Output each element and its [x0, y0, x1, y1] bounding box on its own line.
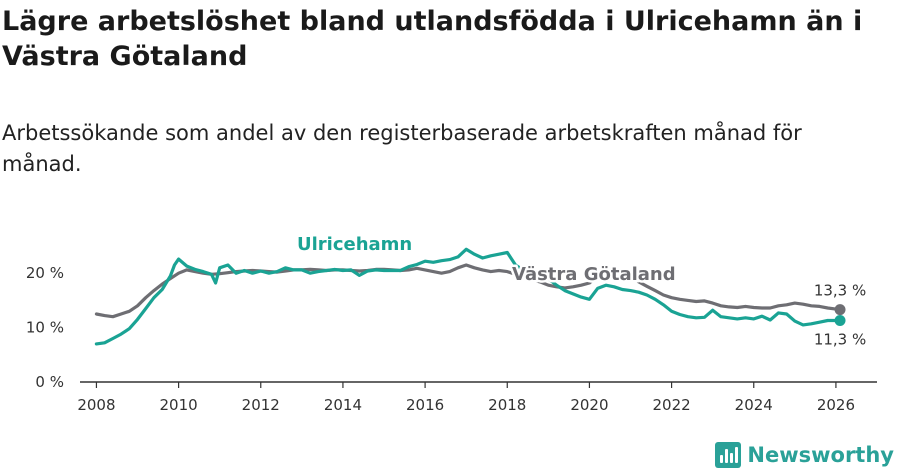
x-tick-label: 2010 — [160, 396, 198, 414]
x-tick-label: 2012 — [242, 396, 280, 414]
end-label-ulricehamn: 11,3 % — [814, 331, 866, 349]
y-tick-label: 10 % — [26, 319, 64, 337]
x-tick-label: 2026 — [817, 396, 855, 414]
series-label-ulricehamn: Ulricehamn — [297, 234, 412, 255]
end-point-ulricehamn — [834, 315, 846, 327]
x-tick-label: 2018 — [488, 396, 526, 414]
x-tick-label: 2014 — [324, 396, 362, 414]
line-chart: 0 % 10 % 20 % 2008 2010 2012 2014 2016 2018 2020… — [26, 232, 877, 414]
y-tick-label: 20 % — [26, 264, 64, 282]
y-tick-label: 0 % — [35, 373, 64, 391]
x-tick-label: 2020 — [570, 396, 608, 414]
series-line-ulricehamn — [94, 247, 842, 346]
x-tick-label: 2016 — [406, 396, 444, 414]
x-tick-label: 2008 — [77, 396, 115, 414]
end-point-vastra-gotaland — [834, 304, 846, 316]
series-line-vastra-gotaland — [94, 263, 842, 319]
label-layer: 13,3 % 11,3 % Ulricehamn Västra Götaland — [295, 232, 867, 349]
chart-subtitle: Arbetssökande som andel av den registerb… — [2, 121, 802, 176]
chart-title: Lägre arbetslöshet bland utlandsfödda i … — [2, 6, 863, 72]
brand-name: Newsworthy — [747, 443, 894, 467]
y-axis: 0 % 10 % 20 % — [26, 264, 64, 391]
x-axis: 2008 2010 2012 2014 2016 2018 2020 2022 2024 2026 — [77, 381, 877, 414]
series-layer — [94, 247, 846, 346]
series-label-vastra-gotaland: Västra Götaland — [512, 264, 676, 285]
x-tick-label: 2024 — [735, 396, 773, 414]
end-label-vastra-gotaland: 13,3 % — [814, 282, 866, 300]
x-tick-label: 2022 — [652, 396, 690, 414]
bar-chart-icon — [715, 442, 742, 468]
newsworthy-logo: Newsworthy — [715, 442, 894, 468]
